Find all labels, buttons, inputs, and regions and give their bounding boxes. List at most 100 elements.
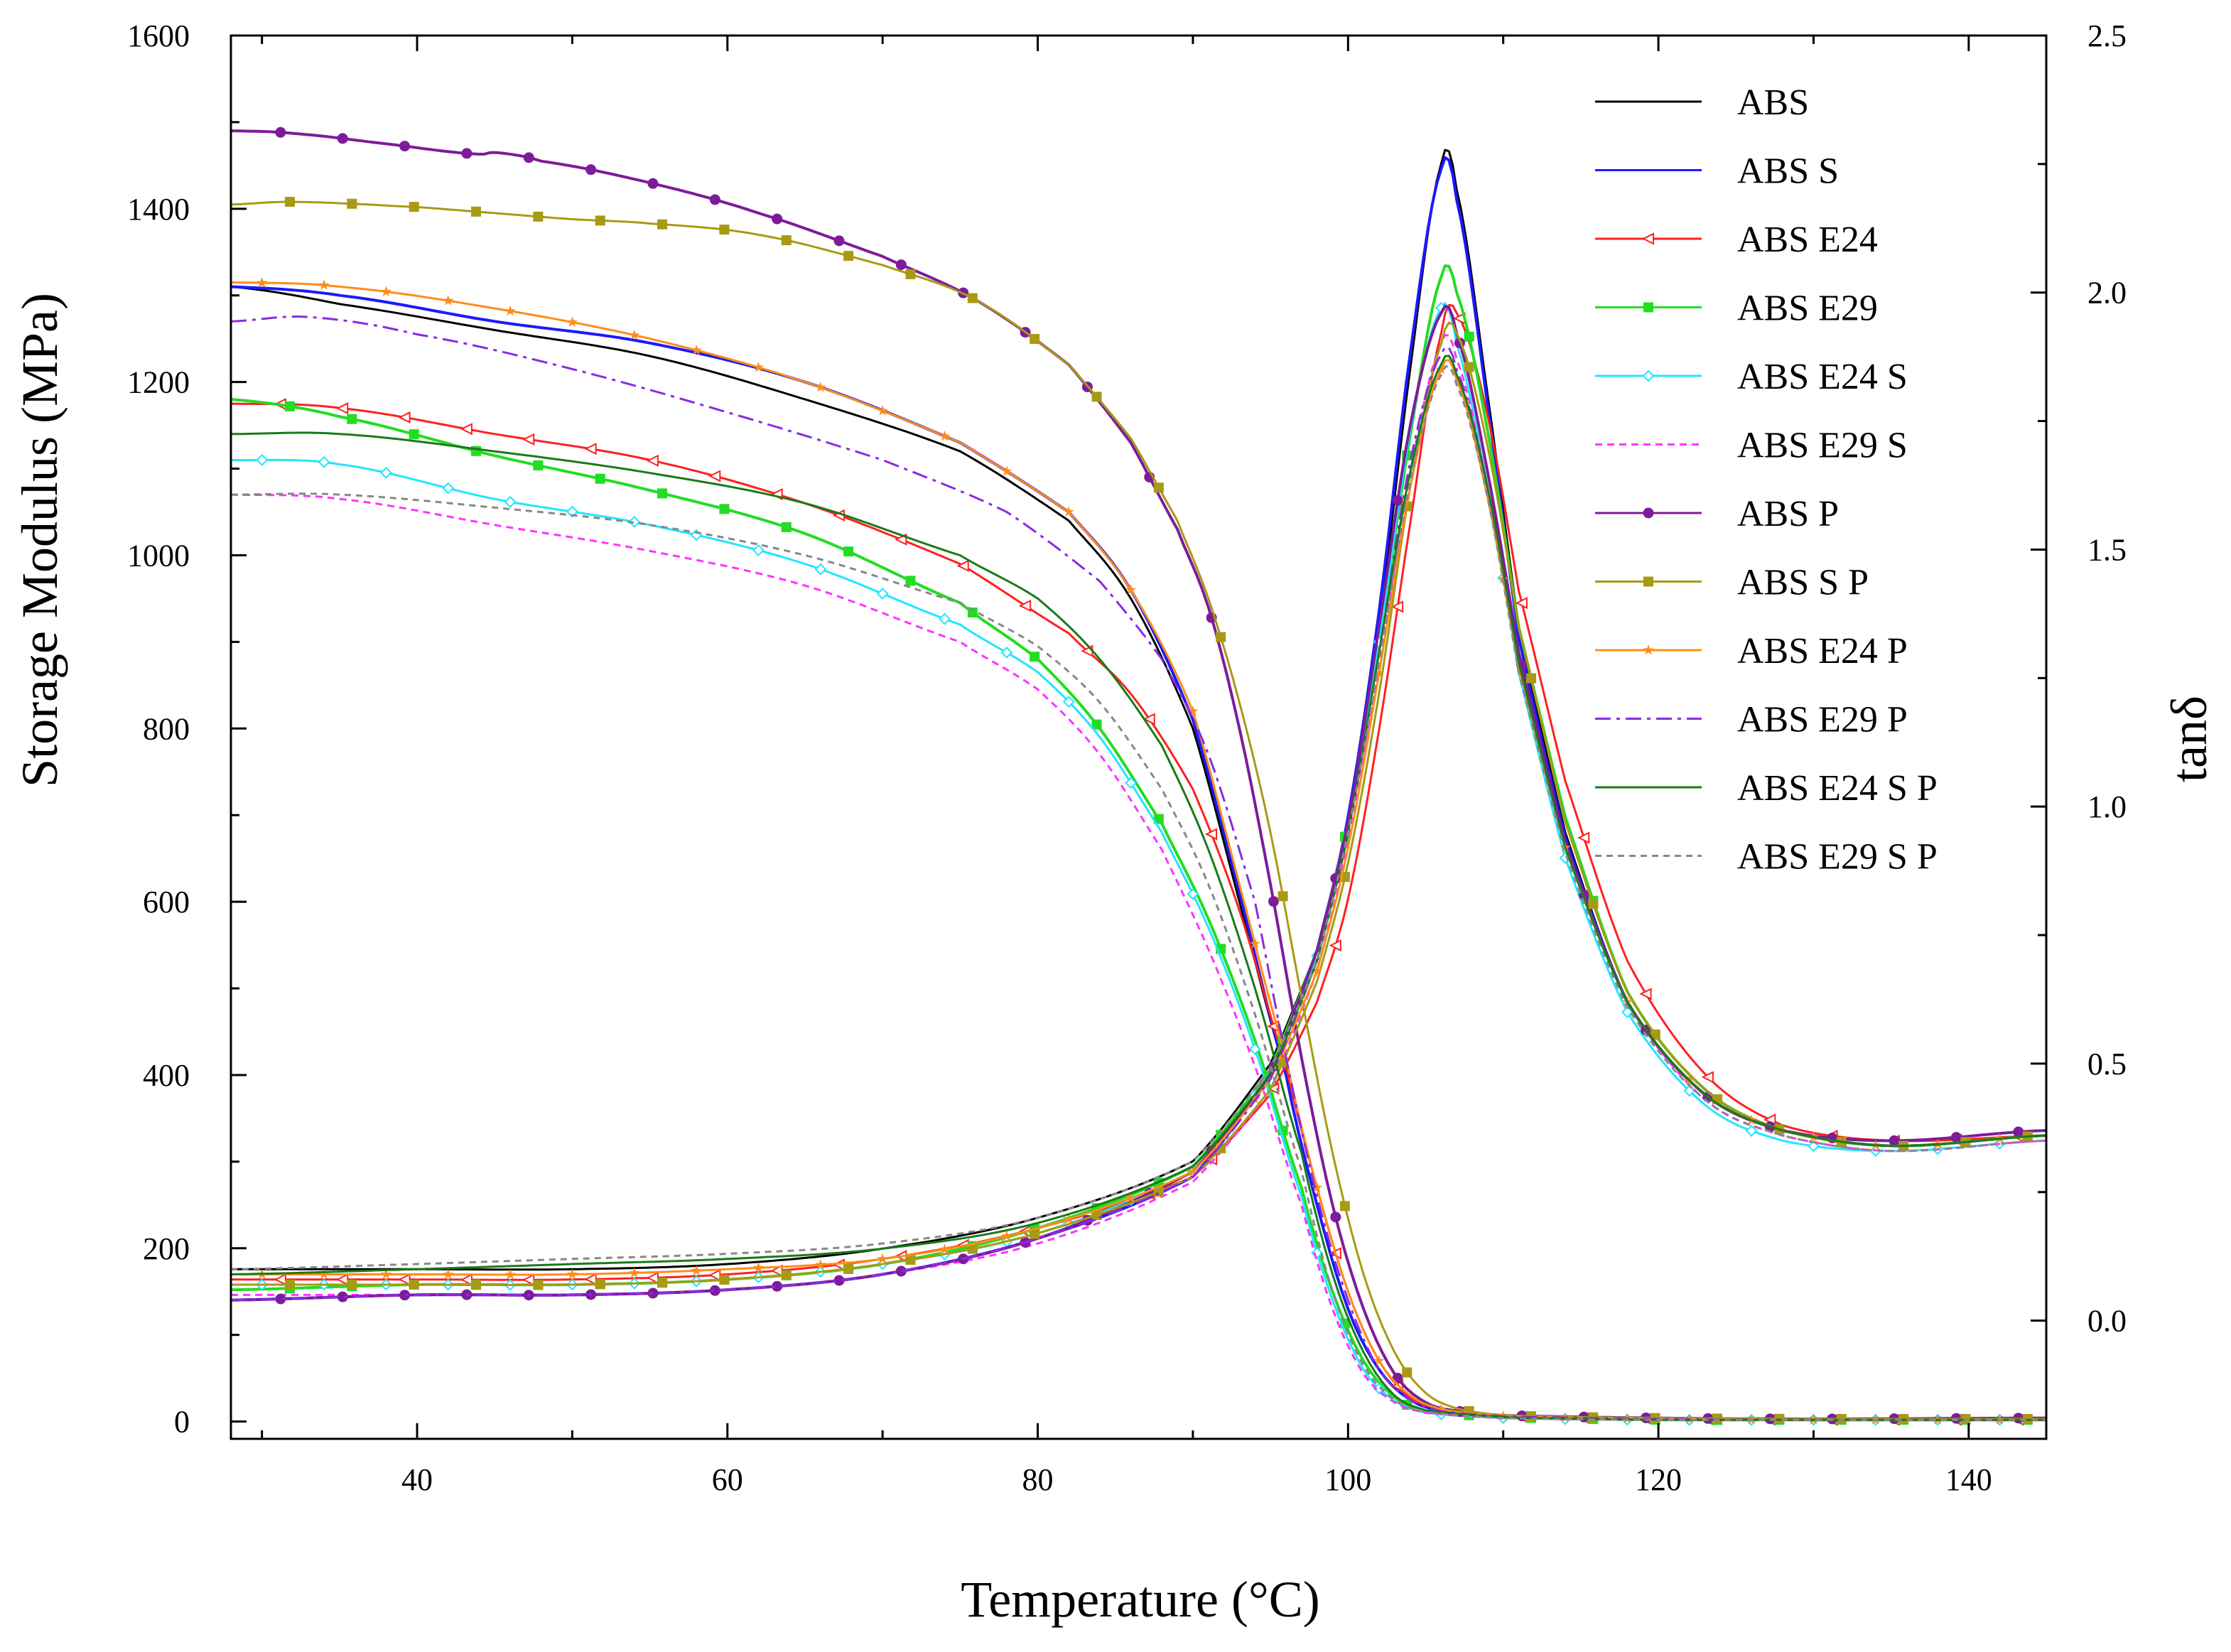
marker-modulus-abs-e24-s [566, 505, 578, 518]
marker-tan-abs-e24-p [1435, 364, 1447, 374]
marker-modulus-abs-e29 [719, 504, 730, 514]
marker-modulus-abs-e24-p [1312, 1182, 1323, 1192]
marker-modulus-abs-p [337, 133, 348, 144]
y2-tick-label-4: 2.0 [2087, 276, 2127, 311]
marker-tan-abs-e24-p [380, 1268, 391, 1279]
marker-tan-abs-s-p [1464, 362, 1474, 372]
marker-tan-abs-e24 [398, 1273, 411, 1286]
marker-tan-abs-p [2013, 1126, 2024, 1138]
marker-modulus-abs-e24-s [876, 588, 889, 600]
marker-modulus-abs-p [895, 259, 907, 271]
marker-tan-abs-s-p [409, 1279, 419, 1290]
marker-tan-abs-e24-p [566, 1268, 578, 1279]
legend-label-abs-e29: ABS E29 [1737, 288, 1878, 329]
marker-tan-abs-s-p [1588, 899, 1599, 909]
marker-modulus-abs-e29 [347, 414, 357, 424]
marker-tan-abs-e24-p [815, 1259, 826, 1270]
marker-modulus-abs-e24-s [628, 516, 641, 528]
marker-modulus-abs-e24-p [1187, 705, 1199, 716]
legend-item-abs-e29: ABS E29 [1595, 288, 1878, 329]
y-tick-label-1600: 1600 [127, 18, 190, 53]
marker-modulus-abs-s-p [409, 202, 419, 212]
marker-modulus-abs-e24-s [379, 466, 392, 479]
marker-tan-abs-p [1950, 1132, 1962, 1143]
marker-modulus-abs-s-p [533, 211, 544, 222]
marker-tan-abs-e24-p [443, 1268, 454, 1280]
marker-tan-abs-p [1889, 1135, 1900, 1146]
marker-modulus-abs-e24-s [442, 482, 455, 495]
y-tick-label-1000: 1000 [127, 538, 190, 573]
marker-modulus-abs-e29 [843, 546, 854, 557]
marker-modulus-abs-s-p [1339, 1201, 1350, 1211]
marker-modulus-abs-e24 [1204, 828, 1218, 841]
marker-modulus-abs-e24-s [814, 563, 827, 576]
marker-tan-abs-e24-p [1001, 1230, 1012, 1241]
marker-modulus-abs-s-p [347, 198, 357, 209]
marker-modulus-abs-e24-p [939, 430, 951, 441]
marker-modulus-abs-p [399, 141, 411, 152]
marker-tan-abs-p [647, 1287, 659, 1299]
marker-modulus-abs-s-p [595, 215, 605, 226]
legend-label-abs-e29-s: ABS E29 S [1737, 426, 1908, 466]
legend-marker-abs-p [1643, 507, 1654, 519]
legend-item-abs-e24-p: ABS E24 P [1595, 631, 1908, 671]
marker-modulus-abs-e29 [657, 488, 668, 499]
y-tick-label-600: 600 [143, 885, 190, 919]
marker-modulus-abs-p [1268, 896, 1279, 907]
marker-modulus-abs-e24-p [1249, 938, 1260, 949]
marker-tan-abs-p [399, 1290, 411, 1301]
marker-modulus-abs-e24-p [815, 382, 826, 392]
marker-modulus-abs-e24 [956, 559, 969, 572]
y-tick-label-1200: 1200 [127, 365, 190, 400]
y2-tick-label-0: 0.0 [2087, 1304, 2127, 1339]
y2-tick-label-5: 2.5 [2087, 18, 2127, 53]
x-tick-label-100: 100 [1324, 1462, 1371, 1497]
marker-tan-abs-e24 [1329, 939, 1341, 952]
marker-modulus-abs-e24-s [939, 612, 951, 625]
marker-modulus-abs-e24-s [1125, 777, 1137, 789]
marker-modulus-abs-e29 [967, 608, 978, 618]
marker-tan-abs-e24 [522, 1273, 535, 1286]
marker-modulus-abs-e29 [409, 429, 419, 440]
marker-modulus-abs-e24-p [1125, 584, 1137, 595]
marker-modulus-abs-e24-p [1373, 1355, 1385, 1366]
marker-modulus-abs-e29 [781, 522, 792, 532]
marker-modulus-abs-s-p [1153, 482, 1164, 493]
marker-modulus-abs-e24-p [380, 286, 391, 296]
legend-label-abs-e24: ABS E24 [1737, 220, 1878, 260]
legend-item-abs-e29-p: ABS E29 P [1595, 700, 1908, 740]
marker-tan-abs-s-p [284, 1279, 295, 1290]
marker-tan-abs-e24 [1701, 1071, 1714, 1084]
y-tick-label-1400: 1400 [127, 192, 190, 227]
legend-item-abs-e29-s: ABS E29 S [1595, 426, 1908, 466]
y-axis-title: Storage Modulus (MPa) [11, 293, 68, 787]
legend-label-abs-s-p: ABS S P [1737, 563, 1869, 603]
marker-modulus-abs-s-p [1277, 891, 1288, 902]
marker-modulus-abs-e24-p [504, 305, 516, 316]
marker-modulus-abs-e24-s [1248, 1042, 1261, 1055]
legend-item-abs: ABS [1595, 82, 1809, 123]
marker-modulus-abs-s-p [905, 269, 916, 279]
marker-tan-abs-e24-p [1063, 1213, 1074, 1224]
marker-tan-abs-e24 [1267, 1082, 1280, 1095]
marker-tan-abs-s-p [843, 1263, 854, 1274]
marker-tan-abs-e29 [1464, 331, 1474, 342]
marker-tan-abs-e24 [1390, 600, 1404, 613]
marker-modulus-abs-p [709, 194, 720, 205]
legend-marker-abs-s-p [1643, 576, 1653, 587]
y-tick-label-400: 400 [143, 1058, 190, 1093]
marker-tan-abs-e24-p [752, 1262, 765, 1273]
marker-modulus-abs-e24-p [443, 295, 454, 306]
marker-modulus-abs-e29 [905, 576, 916, 586]
marker-tan-abs-e24-p [1187, 1165, 1199, 1177]
marker-tan-abs-s-p [1525, 673, 1536, 684]
marker-modulus-abs-p [833, 235, 845, 247]
series-abs-e24-s-p [231, 355, 2046, 1421]
x-tick-label-40: 40 [401, 1462, 433, 1497]
marker-tan-abs-s-p [967, 1243, 978, 1254]
x-axis-title: Temperature (°C) [961, 1571, 1320, 1628]
marker-tan-abs-e24 [1639, 988, 1652, 1000]
marker-modulus-abs-e24 [708, 470, 721, 482]
marker-modulus-abs-s-p [719, 225, 730, 235]
marker-tan-abs-e24-p [504, 1269, 516, 1280]
